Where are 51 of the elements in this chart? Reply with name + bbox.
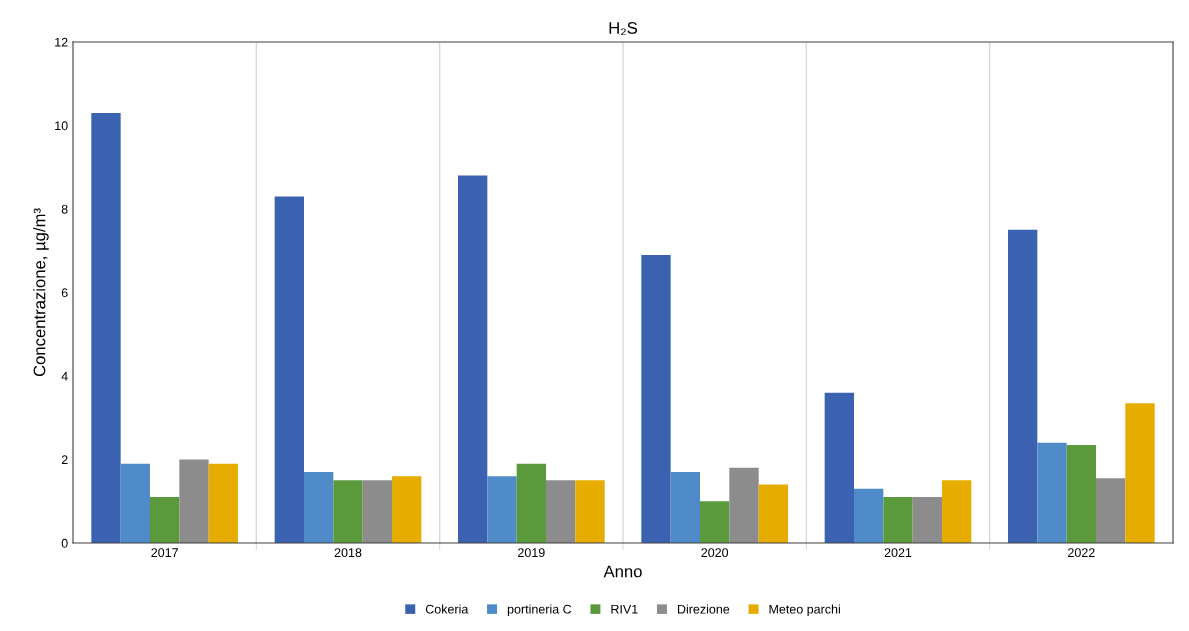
x-tick-label: 2019 (518, 548, 545, 558)
bar (120, 463, 150, 543)
bar (854, 488, 884, 543)
legend-label: RIV1 (611, 604, 638, 614)
bar (575, 480, 605, 543)
bar (1037, 442, 1067, 543)
bar (1008, 229, 1038, 543)
bar (641, 254, 671, 543)
y-tick-label: 6 (61, 288, 68, 298)
legend-label: portineria C (507, 604, 572, 617)
x-axis-title: Anno (603, 565, 642, 578)
legend-label: Cokeria (425, 604, 469, 614)
x-tick-label: 2017 (151, 548, 178, 558)
bar (362, 480, 392, 543)
y-tick-label: 12 (55, 37, 68, 47)
y-tick-label: 2 (61, 455, 68, 465)
legend-label: Direzione (677, 604, 730, 614)
bar (150, 497, 180, 543)
bar (91, 112, 121, 543)
bar (333, 480, 363, 543)
bar (304, 472, 334, 543)
x-tick-label: 2022 (1068, 548, 1095, 558)
y-tick-label: 0 (61, 538, 68, 548)
y-tick-label: 10 (55, 121, 68, 131)
x-tick-label: 2018 (334, 548, 362, 558)
y-axis-title: Concentrazione, µg/m³ (33, 208, 49, 377)
x-tick-label: 2020 (701, 548, 729, 558)
bar (516, 463, 546, 543)
chart-title: H₂S (609, 22, 638, 36)
bar (458, 175, 488, 543)
x-tick-label: 2021 (884, 548, 912, 558)
bar (487, 476, 517, 543)
bar (274, 196, 304, 543)
bar (1066, 444, 1096, 543)
bar (729, 467, 759, 543)
legend-label: Meteo parchi (769, 604, 840, 617)
bar (546, 480, 576, 543)
bar (883, 497, 913, 543)
bar (179, 459, 209, 543)
bar (1096, 478, 1126, 543)
bar (700, 501, 730, 543)
bar (208, 463, 238, 543)
bar (392, 476, 422, 543)
bar (758, 484, 788, 543)
y-tick-label: 4 (61, 371, 68, 381)
bar (912, 497, 942, 543)
bar (942, 480, 972, 543)
y-tick-label: 8 (61, 204, 68, 214)
bar (670, 472, 700, 543)
bar (824, 392, 854, 543)
bar (1125, 403, 1155, 543)
